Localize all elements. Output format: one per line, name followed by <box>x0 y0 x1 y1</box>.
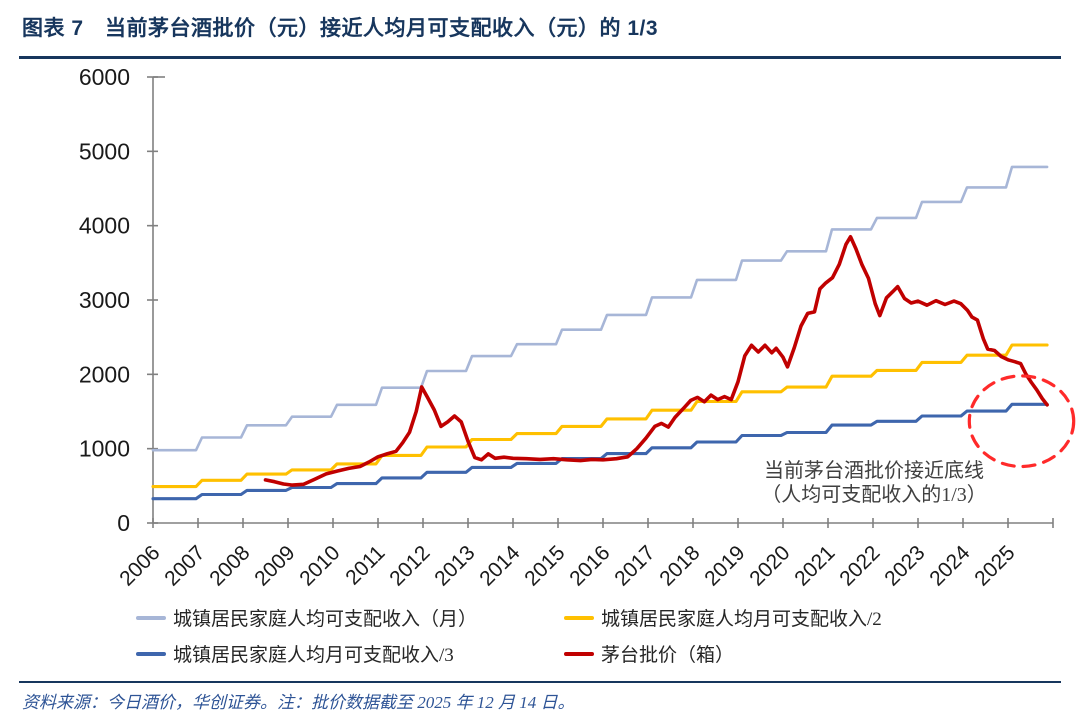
chart-annotation: 当前茅台酒批价接近底线 （人均可支配收入的1/3） <box>761 459 987 506</box>
legend-label-moutai-price: 茅台批价（箱） <box>601 645 735 666</box>
svg-text:2016: 2016 <box>565 541 614 590</box>
legend-swatch-income-month <box>136 615 166 620</box>
svg-text:2021: 2021 <box>790 541 839 590</box>
legend-item-income-month: 城镇居民家庭人均可支配收入（月） <box>136 604 564 631</box>
svg-text:2010: 2010 <box>295 541 344 590</box>
svg-text:2024: 2024 <box>925 541 975 591</box>
svg-text:2019: 2019 <box>700 541 749 590</box>
legend-label-income-month: 城镇居民家庭人均可支配收入（月） <box>173 609 478 630</box>
legend-item-income-third: 城镇居民家庭人均月可支配收入/3 <box>136 640 564 667</box>
svg-text:2017: 2017 <box>610 541 659 590</box>
series-0 <box>151 165 1049 452</box>
svg-text:当前茅台酒批价接近底线: 当前茅台酒批价接近底线 <box>764 459 984 482</box>
svg-text:2023: 2023 <box>880 541 929 590</box>
svg-text:5000: 5000 <box>79 138 130 164</box>
svg-text:4000: 4000 <box>79 213 130 239</box>
legend-label-income-half: 城镇居民家庭人均月可支配收入/2 <box>601 609 882 630</box>
axes <box>147 76 1054 528</box>
x-tick-labels: 2006200720082009201020112012201320142015… <box>115 541 1019 591</box>
svg-text:2014: 2014 <box>475 541 525 591</box>
series-1 <box>151 343 1049 489</box>
svg-text:2011: 2011 <box>341 541 389 589</box>
legend-swatch-income-third <box>136 651 166 656</box>
svg-text:2008: 2008 <box>205 541 254 590</box>
svg-text:2013: 2013 <box>430 541 479 590</box>
svg-text:2022: 2022 <box>835 541 884 590</box>
svg-text:2015: 2015 <box>520 541 569 590</box>
series-2 <box>151 402 1049 501</box>
svg-text:2012: 2012 <box>385 541 434 590</box>
svg-text:2018: 2018 <box>655 541 704 590</box>
figure-title: 图表 7 当前茅台酒批价（元）接近人均月可支配收入（元）的 1/3 <box>22 17 659 40</box>
highlight-ellipse <box>967 374 1076 469</box>
line-chart: 0 1000 2000 3000 4000 5000 6000 200620072008200… <box>79 64 1076 591</box>
svg-text:2020: 2020 <box>745 541 794 590</box>
legend-item-moutai-price: 茅台批价（箱） <box>564 640 882 667</box>
legend-item-income-half: 城镇居民家庭人均月可支配收入/2 <box>564 604 882 631</box>
title-divider <box>19 56 1061 59</box>
legend-label-income-third: 城镇居民家庭人均月可支配收入/3 <box>173 645 454 666</box>
svg-text:2025: 2025 <box>970 541 1019 590</box>
y-tick-labels: 0 1000 2000 3000 4000 5000 6000 <box>79 64 130 536</box>
chart-legend: 城镇居民家庭人均可支配收入（月） 城镇居民家庭人均月可支配收入/2 城镇居民家庭… <box>136 604 882 667</box>
svg-text:（人均可支配收入的1/3）: （人均可支配收入的1/3） <box>761 483 987 506</box>
svg-text:6000: 6000 <box>79 64 130 90</box>
svg-text:2007: 2007 <box>160 541 209 590</box>
svg-text:2009: 2009 <box>250 541 299 590</box>
svg-text:0: 0 <box>117 510 130 536</box>
svg-text:2000: 2000 <box>79 361 130 387</box>
series-3 <box>263 235 1049 487</box>
legend-swatch-moutai-price <box>564 651 594 656</box>
footer-divider <box>19 681 1061 683</box>
source-note: 资料来源：今日酒价，华创证券。注：批价数据截至 2025 年 12 月 14 日… <box>22 693 575 712</box>
svg-text:2006: 2006 <box>115 541 164 590</box>
svg-text:3000: 3000 <box>79 287 130 313</box>
legend-swatch-income-half <box>564 615 594 620</box>
svg-text:1000: 1000 <box>79 436 130 462</box>
